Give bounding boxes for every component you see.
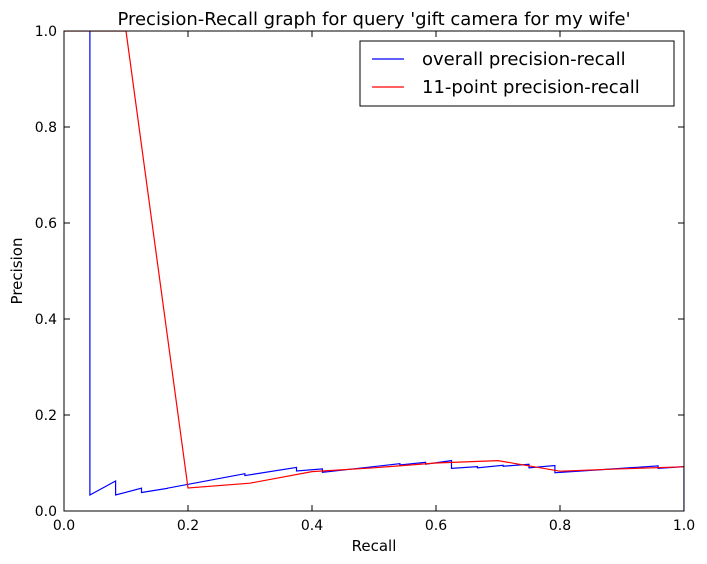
legend-box	[359, 40, 675, 107]
x-tick-label: 0.4	[301, 518, 323, 534]
y-tick-label: 0.2	[35, 408, 57, 424]
y-tick-label: 0.8	[35, 120, 57, 136]
y-tick-label: 0.6	[35, 216, 57, 232]
x-axis-label: Recall	[352, 537, 397, 555]
y-axis: 0.0 0.2 0.4 0.6 0.8 1.0	[35, 24, 684, 520]
x-tick-label: 1.0	[673, 518, 695, 534]
x-tick-label: 0.2	[177, 518, 199, 534]
x-axis: 0.0 0.2 0.4 0.6 0.8 1.0	[53, 31, 695, 534]
legend-label-11-point: 11-point precision-recall	[422, 77, 640, 98]
legend: overall precision-recall 11-point precis…	[359, 40, 675, 107]
series-layer	[64, 31, 684, 511]
y-tick-label: 0.0	[35, 504, 57, 520]
x-tick-label: 0.6	[425, 518, 447, 534]
y-axis-label: Precision	[8, 238, 26, 305]
x-tick-label: 0.8	[549, 518, 571, 534]
y-tick-label: 0.4	[35, 312, 57, 328]
legend-label-overall: overall precision-recall	[422, 49, 626, 70]
x-tick-label: 0.0	[53, 518, 75, 534]
chart-title: Precision-Recall graph for query 'gift c…	[117, 9, 630, 30]
series-11-point-precision-recall	[64, 31, 684, 489]
plot-frame	[63, 30, 685, 512]
y-tick-label: 1.0	[35, 24, 57, 40]
series-overall-precision-recall	[89, 31, 684, 511]
